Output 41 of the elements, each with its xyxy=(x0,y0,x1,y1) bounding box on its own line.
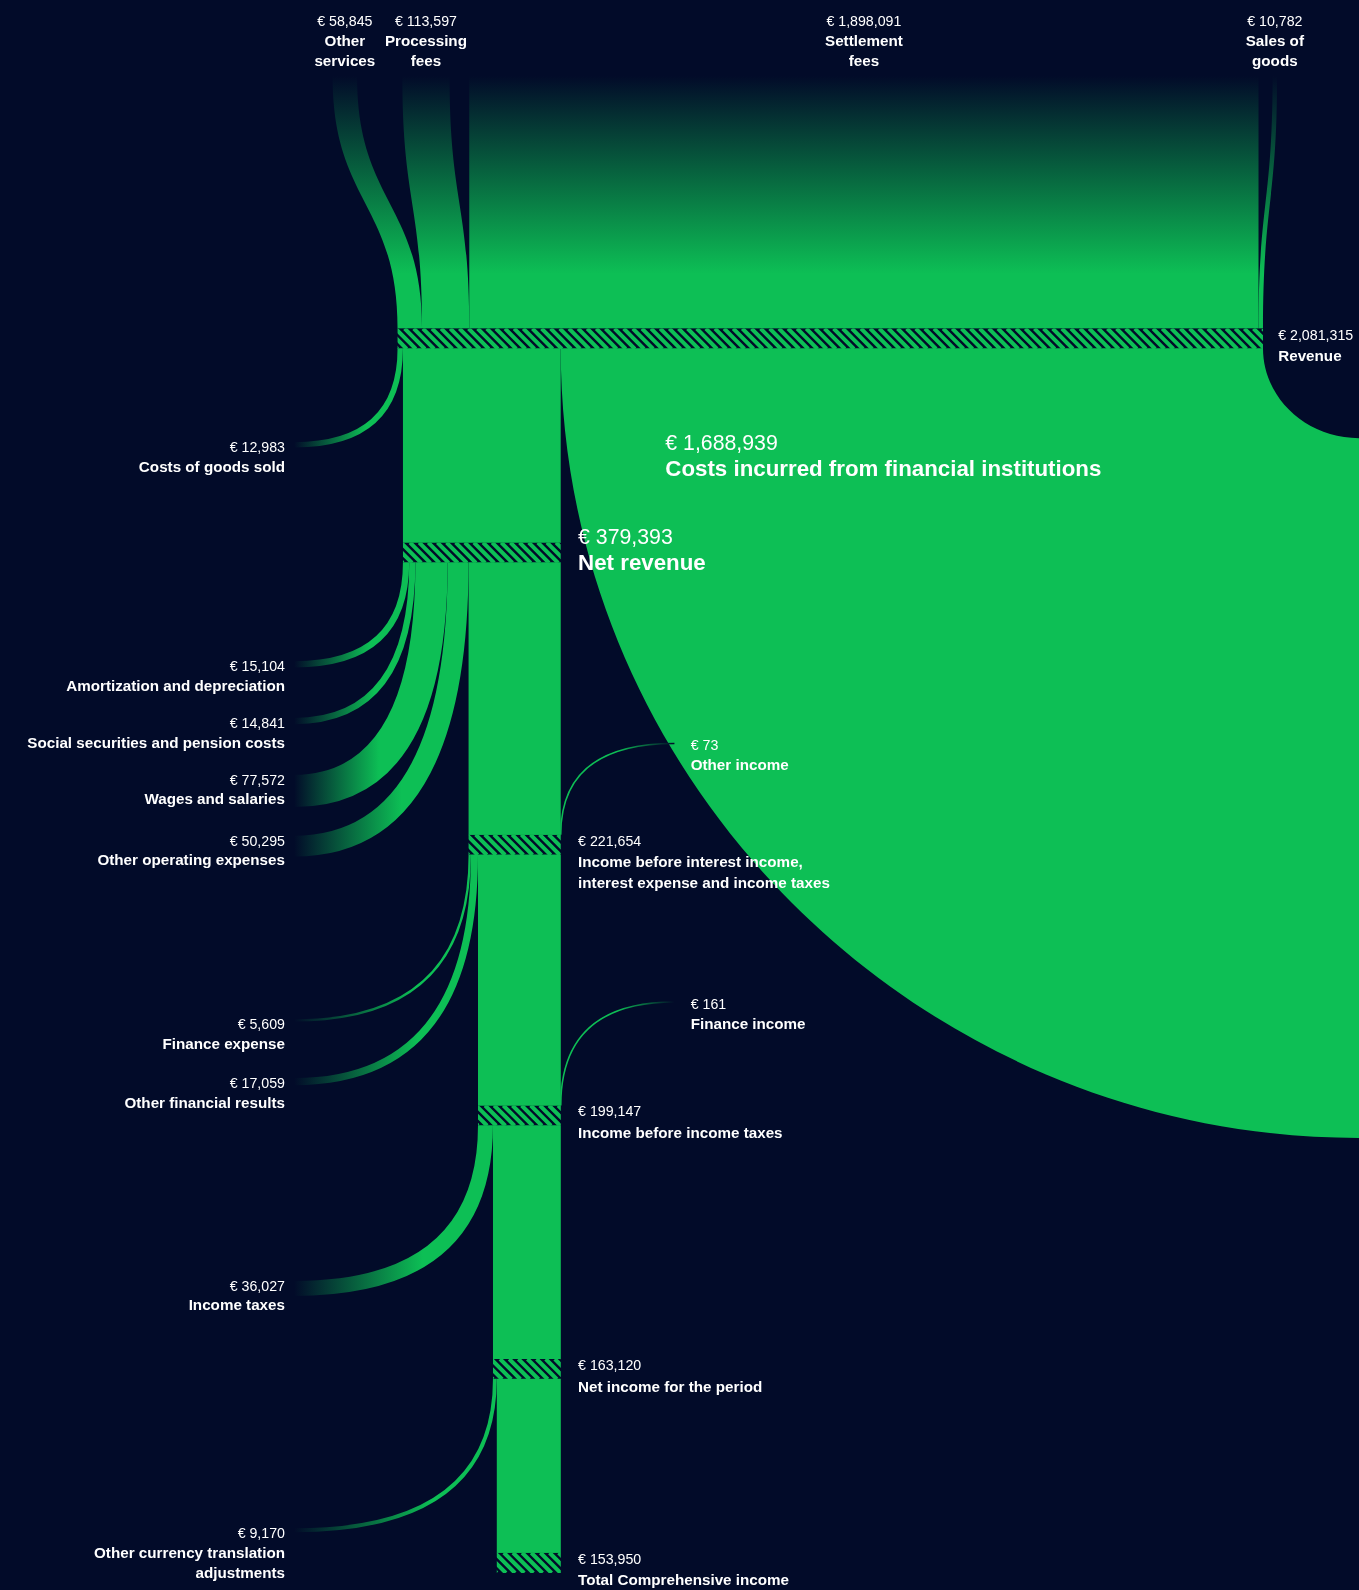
data-label: € 1,688,939 xyxy=(665,431,778,456)
category-label: Other currency translation adjustments xyxy=(94,1543,285,1582)
category-label: Sales of goods xyxy=(1245,31,1305,70)
category-label: Social securities and pension costs xyxy=(27,733,285,751)
data-label: € 12,983 xyxy=(229,439,286,456)
data-label: € 50,295 xyxy=(229,832,286,849)
category-label: Finance income xyxy=(690,1014,806,1032)
category-label: Income taxes xyxy=(188,1296,285,1314)
data-label: € 2,081,315 xyxy=(1278,326,1354,343)
category-label: Other financial results xyxy=(124,1093,285,1111)
data-label: € 14,841 xyxy=(229,715,286,732)
data-label: € 221,654 xyxy=(578,832,642,849)
category-label: Settlement fees xyxy=(825,31,903,70)
category-label: Revenue xyxy=(1278,347,1342,365)
data-label: € 113,597 xyxy=(394,13,458,30)
data-label: € 36,027 xyxy=(229,1277,286,1294)
data-label: € 73 xyxy=(690,737,719,754)
data-label: € 10,782 xyxy=(1247,13,1303,30)
data-label: € 17,059 xyxy=(229,1075,286,1092)
data-label: € 199,147 xyxy=(578,1103,642,1120)
data-label: € 77,572 xyxy=(229,771,286,788)
category-label: Net income for the period xyxy=(578,1377,763,1395)
data-label: € 15,104 xyxy=(229,658,286,675)
data-label: € 153,950 xyxy=(578,1550,642,1567)
category-label: Finance expense xyxy=(162,1034,285,1052)
category-label: Total Comprehensive income xyxy=(578,1571,789,1589)
data-label: € 5,609 xyxy=(237,1016,286,1033)
data-label: € 163,120 xyxy=(578,1357,642,1374)
data-label: € 58,845 xyxy=(317,13,373,30)
category-label: Costs incurred from financial institutions xyxy=(665,455,1102,481)
data-label: € 9,170 xyxy=(237,1525,286,1542)
category-label: Costs of goods sold xyxy=(138,457,285,475)
data-label: € 1,898,091 xyxy=(826,13,902,30)
data-label: € 161 xyxy=(690,995,727,1012)
category-label: Processing fees xyxy=(384,31,467,70)
category-label: Wages and salaries xyxy=(144,790,285,808)
category-label: Other services xyxy=(314,31,376,70)
category-label: Other income xyxy=(690,755,789,773)
category-label: Other operating expenses xyxy=(97,851,285,869)
category-label: Income before income taxes xyxy=(578,1124,783,1142)
category-label: Amortization and depreciation xyxy=(66,676,285,694)
